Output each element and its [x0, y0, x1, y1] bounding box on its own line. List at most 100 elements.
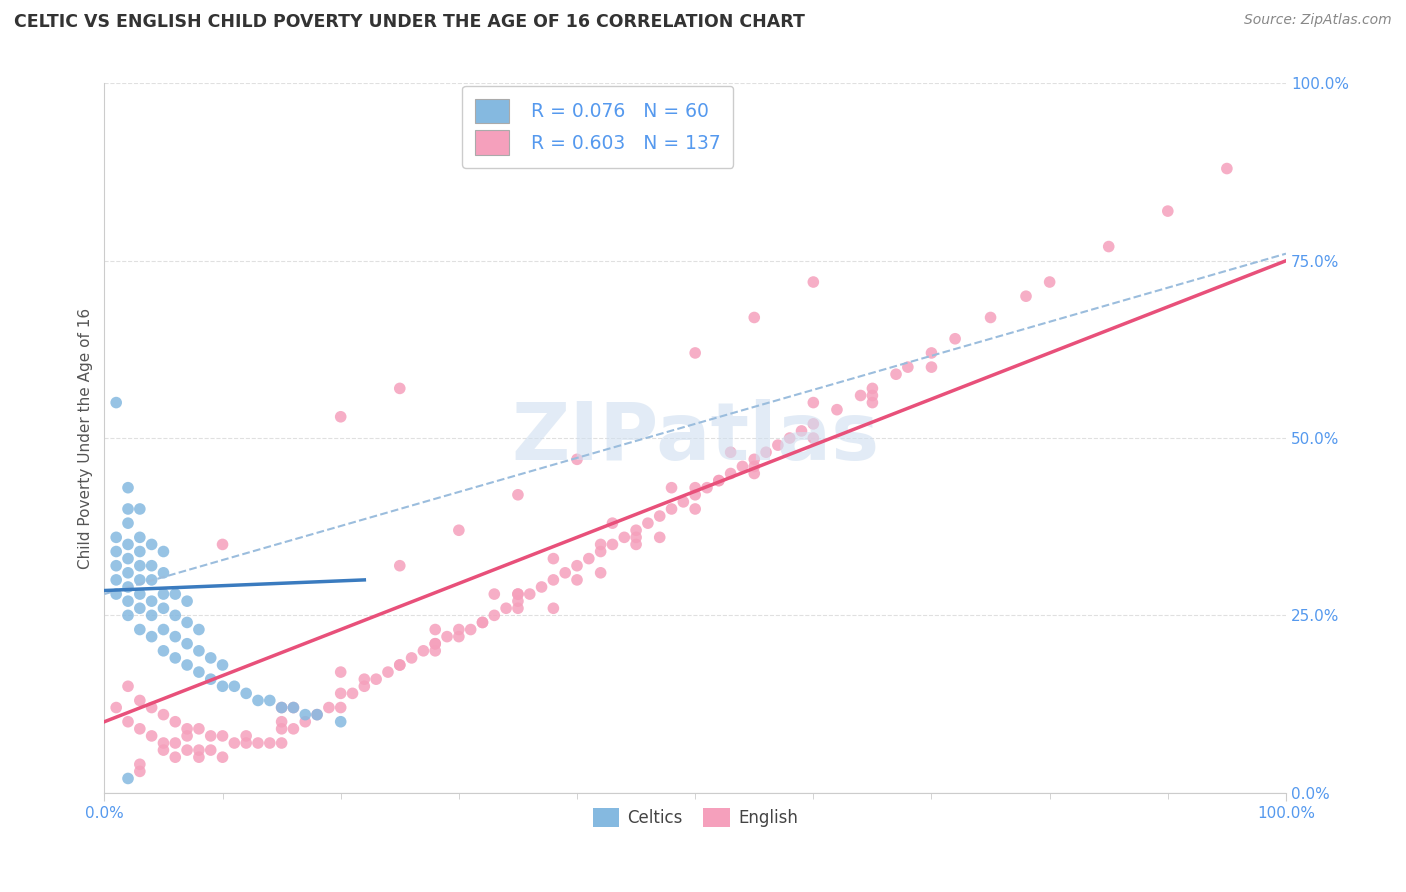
Point — [117, 714, 139, 729]
Point — [329, 665, 352, 679]
Point — [176, 658, 198, 673]
Point — [388, 381, 411, 395]
Point — [105, 530, 128, 544]
Point — [128, 623, 150, 637]
Point — [117, 551, 139, 566]
Point — [318, 700, 340, 714]
Point — [624, 530, 647, 544]
Point — [105, 587, 128, 601]
Point — [165, 651, 187, 665]
Point — [294, 707, 316, 722]
Point — [683, 346, 706, 360]
Point — [860, 381, 883, 395]
Point — [105, 700, 128, 714]
Point — [565, 452, 588, 467]
Point — [672, 495, 695, 509]
Point — [117, 516, 139, 530]
Point — [742, 310, 765, 325]
Point — [211, 750, 233, 764]
Point — [176, 722, 198, 736]
Point — [117, 594, 139, 608]
Point — [307, 707, 329, 722]
Point — [565, 558, 588, 573]
Point — [696, 481, 718, 495]
Point — [495, 601, 517, 615]
Point — [141, 630, 163, 644]
Point — [165, 630, 187, 644]
Point — [128, 764, 150, 779]
Point — [471, 615, 494, 630]
Point — [342, 686, 364, 700]
Point — [388, 558, 411, 573]
Text: ZIPatlas: ZIPatlas — [510, 399, 879, 477]
Point — [165, 736, 187, 750]
Point — [506, 587, 529, 601]
Point — [921, 346, 943, 360]
Point — [980, 310, 1002, 325]
Point — [117, 481, 139, 495]
Point — [1015, 289, 1038, 303]
Point — [720, 445, 742, 459]
Point — [849, 388, 872, 402]
Point — [152, 644, 174, 658]
Point — [128, 502, 150, 516]
Point — [105, 395, 128, 409]
Point — [283, 700, 305, 714]
Point — [235, 736, 257, 750]
Point — [152, 544, 174, 558]
Point — [921, 360, 943, 375]
Point — [329, 409, 352, 424]
Point — [731, 459, 754, 474]
Point — [117, 580, 139, 594]
Point — [1039, 275, 1062, 289]
Point — [128, 757, 150, 772]
Point — [742, 467, 765, 481]
Point — [484, 608, 506, 623]
Point — [720, 467, 742, 481]
Point — [128, 587, 150, 601]
Point — [447, 630, 470, 644]
Point — [187, 743, 209, 757]
Point — [648, 509, 671, 524]
Point — [388, 658, 411, 673]
Point — [117, 566, 139, 580]
Point — [447, 623, 470, 637]
Point — [270, 700, 292, 714]
Point — [270, 722, 292, 736]
Point — [176, 729, 198, 743]
Point — [412, 644, 434, 658]
Point — [661, 481, 683, 495]
Point — [117, 608, 139, 623]
Point — [105, 558, 128, 573]
Point — [187, 623, 209, 637]
Point — [141, 608, 163, 623]
Point — [128, 530, 150, 544]
Point — [661, 502, 683, 516]
Point — [543, 573, 565, 587]
Point — [884, 368, 907, 382]
Point — [235, 729, 257, 743]
Point — [613, 530, 636, 544]
Point — [165, 608, 187, 623]
Point — [152, 587, 174, 601]
Point — [187, 722, 209, 736]
Point — [436, 630, 458, 644]
Point — [200, 651, 222, 665]
Point — [224, 679, 246, 693]
Point — [543, 601, 565, 615]
Point — [377, 665, 399, 679]
Point — [447, 523, 470, 537]
Point — [211, 679, 233, 693]
Point — [401, 651, 423, 665]
Point — [152, 601, 174, 615]
Point — [602, 516, 624, 530]
Point — [790, 424, 813, 438]
Point — [683, 488, 706, 502]
Point — [825, 402, 848, 417]
Point — [506, 587, 529, 601]
Point — [1216, 161, 1239, 176]
Point — [801, 417, 824, 431]
Point — [425, 637, 447, 651]
Point — [176, 594, 198, 608]
Point — [211, 537, 233, 551]
